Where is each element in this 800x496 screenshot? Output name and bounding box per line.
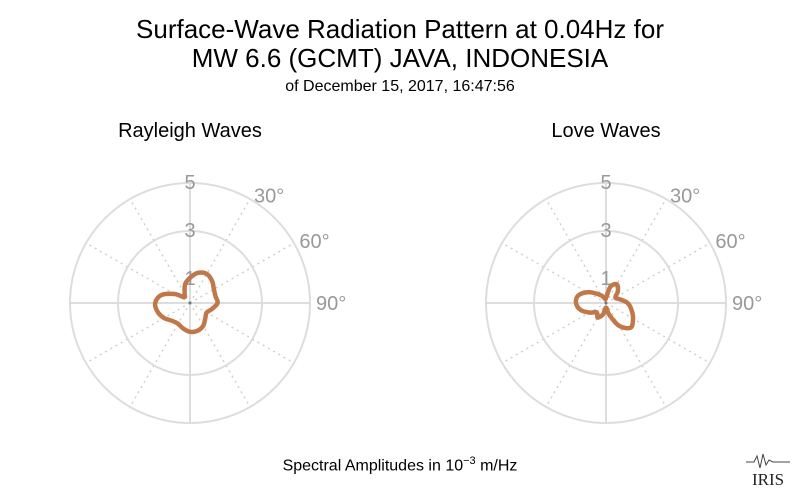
- radial-tick-label: 3: [600, 220, 611, 242]
- iris-logo-text: IRIS: [752, 470, 784, 488]
- angle-tick-label: 30°: [670, 186, 700, 208]
- radial-tick-label: 5: [184, 172, 195, 194]
- radial-ring: [117, 230, 263, 376]
- rayleigh-waves-title: Rayleigh Waves: [118, 120, 262, 142]
- radial-ring: [69, 182, 311, 424]
- radial-tick-label: 3: [184, 220, 195, 242]
- love-waves-panel: Love Waves 1 3 5 30° 60° 90°: [485, 120, 762, 424]
- love-waves-pattern-line: [573, 281, 636, 331]
- love-waves-title: Love Waves: [551, 120, 660, 142]
- radial-gridline: [605, 242, 711, 304]
- angle-tick-label: 60°: [299, 231, 329, 253]
- radial-ring: [533, 230, 679, 376]
- chart-subtitle: of December 15, 2017, 16:47:56: [285, 78, 515, 95]
- angle-tick-label: 30°: [254, 186, 284, 208]
- radial-tick-label: 1: [600, 268, 611, 290]
- epicenter-marker: [188, 301, 192, 305]
- radial-tick-label: 5: [600, 172, 611, 194]
- rayleigh-waves-pattern-line: [152, 270, 220, 335]
- radial-gridline: [189, 198, 251, 304]
- radial-gridline: [545, 302, 607, 408]
- chart-title-line1: Surface-Wave Radiation Pattern at 0.04Hz…: [136, 14, 664, 44]
- radial-gridline: [605, 302, 711, 364]
- radial-gridline: [189, 302, 251, 408]
- radial-gridline: [85, 302, 191, 364]
- amplitude-units-label: Spectral Amplitudes in 10−3 m/Hz: [282, 455, 518, 475]
- radial-gridline: [189, 242, 295, 304]
- angle-tick-label: 90°: [316, 293, 346, 315]
- angle-tick-label: 90°: [732, 293, 762, 315]
- epicenter-marker: [604, 301, 608, 305]
- radial-gridline: [545, 198, 607, 304]
- chart-title-line2: MW 6.6 (GCMT) JAVA, INDONESIA: [191, 43, 609, 73]
- radial-ring: [485, 182, 727, 424]
- radial-gridline: [129, 198, 191, 304]
- iris-logo: IRIS: [746, 453, 790, 488]
- radial-gridline: [129, 302, 191, 408]
- angle-tick-label: 60°: [715, 231, 745, 253]
